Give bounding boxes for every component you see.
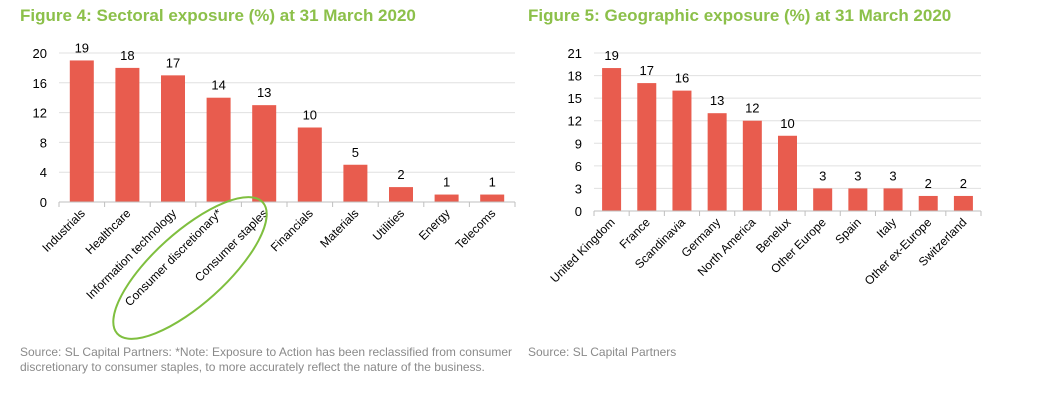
y-tick-label: 9 xyxy=(575,136,582,151)
y-tick-label: 12 xyxy=(568,114,582,129)
bar xyxy=(918,195,938,211)
data-label: 13 xyxy=(710,93,724,108)
bar xyxy=(343,164,368,202)
highlight-ellipse xyxy=(112,196,268,340)
x-tick-label: Spain xyxy=(832,215,864,247)
bar xyxy=(848,188,868,211)
y-tick-label: 15 xyxy=(568,91,582,106)
data-label: 1 xyxy=(489,175,496,190)
x-tick-label: Materials xyxy=(317,206,361,250)
bar xyxy=(115,67,140,203)
data-label: 12 xyxy=(745,101,759,116)
x-tick-label: Energy xyxy=(416,206,453,243)
y-tick-label: 21 xyxy=(568,46,582,61)
figure-4-title: Figure 4: Sectoral exposure (%) at 31 Ma… xyxy=(20,6,416,25)
bar xyxy=(778,135,797,211)
bar xyxy=(69,60,94,203)
bar xyxy=(297,127,322,202)
y-tick-label: 8 xyxy=(40,135,47,150)
bar xyxy=(434,194,459,202)
y-tick-label: 3 xyxy=(575,181,582,196)
bar xyxy=(742,120,762,211)
data-label: 5 xyxy=(352,145,359,160)
bar xyxy=(206,97,231,202)
figure-5-source: Source: SL Capital Partners xyxy=(528,345,677,359)
x-tick-label: Italy xyxy=(874,215,899,240)
data-label: 14 xyxy=(211,78,225,93)
x-tick-label: Industrials xyxy=(39,206,88,255)
bar xyxy=(602,68,622,211)
x-tick-label: Utilities xyxy=(370,206,407,243)
y-tick-label: 0 xyxy=(575,204,582,219)
data-label: 3 xyxy=(889,168,896,183)
data-label: 3 xyxy=(819,168,826,183)
x-tick-label: Telecoms xyxy=(453,206,499,252)
y-tick-label: 12 xyxy=(33,106,47,121)
bar xyxy=(813,188,833,211)
data-label: 17 xyxy=(640,63,654,78)
figure-5-title: Figure 5: Geographic exposure (%) at 31 … xyxy=(528,6,952,25)
data-label: 17 xyxy=(166,55,180,70)
bar xyxy=(252,105,277,202)
bar xyxy=(389,187,413,202)
data-label: 2 xyxy=(960,176,967,191)
y-tick-label: 16 xyxy=(33,76,47,91)
bar xyxy=(883,188,903,211)
data-label: 19 xyxy=(604,48,618,63)
y-tick-label: 18 xyxy=(568,69,582,84)
x-tick-label: United Kingdom xyxy=(547,215,617,285)
y-tick-label: 4 xyxy=(40,165,47,180)
data-label: 19 xyxy=(75,40,89,55)
y-tick-label: 20 xyxy=(33,46,47,61)
y-tick-label: 6 xyxy=(575,159,582,174)
bar xyxy=(161,75,185,202)
data-label: 3 xyxy=(854,168,861,183)
data-label: 13 xyxy=(257,85,271,100)
data-label: 2 xyxy=(397,167,404,182)
data-label: 10 xyxy=(780,116,794,131)
data-label: 16 xyxy=(675,71,689,86)
x-tick-label: Information technology xyxy=(83,206,179,302)
bar xyxy=(480,194,505,202)
x-tick-label: Financials xyxy=(268,206,316,254)
y-tick-label: 0 xyxy=(40,195,47,210)
data-label: 2 xyxy=(925,176,932,191)
data-label: 18 xyxy=(120,48,134,63)
bar xyxy=(672,90,692,211)
data-label: 10 xyxy=(303,108,317,123)
bar xyxy=(637,83,657,211)
figure-4-source: Source: SL Capital Partners: *Note: Expo… xyxy=(20,345,512,374)
data-label: 1 xyxy=(443,175,450,190)
bar xyxy=(953,195,973,211)
bar xyxy=(707,113,727,211)
